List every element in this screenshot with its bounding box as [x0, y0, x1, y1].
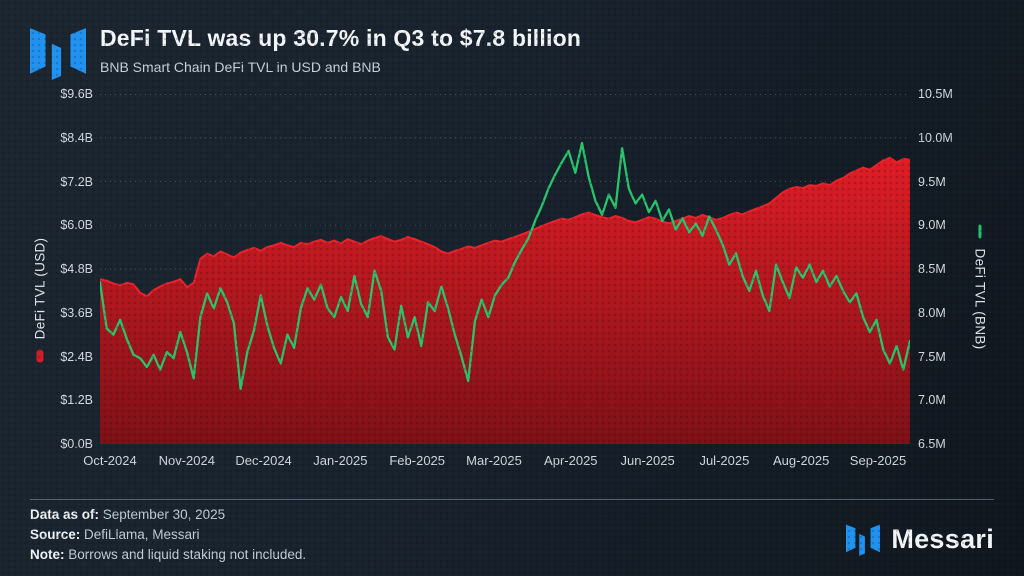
usd-area-series	[100, 157, 910, 444]
footer-divider	[30, 499, 994, 500]
messari-logo-icon	[30, 28, 86, 80]
usd-area-top-edge	[100, 156, 910, 298]
left-axis-title: DeFi TVL (USD)	[33, 238, 48, 363]
tvl-chart-plot	[100, 94, 910, 444]
y-axis-tick-label: $0.0B	[60, 437, 93, 451]
page-title: DeFi TVL was up 30.7% in Q3 to $7.8 bill…	[100, 25, 582, 51]
x-axis-tick-label: Aug-2025	[772, 453, 830, 468]
y-axis-tick-label: 6.5M	[918, 437, 946, 451]
y-axis-tick-label: $4.8B	[60, 262, 93, 276]
right-axis-ticks: 6.5M 7.0M 7.5M 8.0M 8.5M 9.0M 9.5M 10.0M 10.5M	[918, 87, 978, 451]
note-value: Borrows and liquid staking not included.	[64, 547, 307, 562]
y-axis-tick-label: 9.5M	[918, 174, 946, 189]
footer-brand: Messari	[846, 522, 994, 556]
messari-wordmark: Messari	[891, 523, 994, 554]
y-axis-tick-label: 7.5M	[918, 349, 946, 364]
y-axis-tick-label: $2.4B	[60, 349, 93, 364]
y-axis-tick-label: $1.2B	[60, 393, 93, 408]
y-axis-tick-label: $3.6B	[60, 305, 93, 320]
x-axis-tick-label: Sep-2025	[849, 453, 907, 468]
y-axis-tick-label: 7.0M	[918, 393, 946, 408]
note-line: Note: Borrows and liquid staking not inc…	[30, 545, 306, 565]
y-axis-tick-label: 8.5M	[918, 262, 946, 276]
y-axis-tick-label: $9.6B	[60, 87, 93, 101]
page-subtitle: BNB Smart Chain DeFi TVL in USD and BNB	[100, 59, 381, 75]
x-axis-ticks: Oct-2024 Nov-2024 Dec-2024 Jan-2025 Feb-2025…	[83, 453, 910, 471]
y-axis-tick-label: 9.0M	[918, 218, 946, 233]
note-label: Note:	[30, 547, 65, 562]
y-axis-tick-label: 8.0M	[918, 305, 946, 320]
source-value: DefiLlama, Messari	[80, 527, 200, 542]
data-as-of-line: Data as of: September 30, 2025	[30, 505, 306, 525]
footer-notes: Data as of: September 30, 2025 Source: D…	[30, 505, 306, 565]
header: DeFi TVL was up 30.7% in Q3 to $7.8 bill…	[100, 25, 581, 75]
y-axis-tick-label: 10.0M	[918, 130, 953, 145]
x-axis-tick-label: Apr-2025	[544, 453, 598, 468]
x-axis-tick-label: Nov-2024	[158, 453, 215, 468]
messari-footer-logo-icon	[846, 524, 881, 556]
bnb-line-series	[100, 141, 910, 391]
source-label: Source:	[30, 527, 81, 542]
right-axis-title-text: DeFi TVL (BNB)	[972, 248, 988, 350]
usd-series-legend-marker-icon	[36, 349, 44, 363]
source-line: Source: DefiLlama, Messari	[30, 525, 306, 545]
right-axis-title: DeFi TVL (BNB)	[972, 224, 988, 350]
x-axis-tick-label: Oct-2024	[83, 453, 137, 468]
bnb-series-legend-marker-icon	[978, 224, 982, 239]
x-axis-tick-label: Jul-2025	[699, 453, 750, 468]
left-axis-ticks: $0.0B $1.2B $2.4B $3.6B $4.8B $6.0B $7.2B $8.4B…	[0, 87, 93, 451]
x-axis-tick-label: Feb-2025	[389, 453, 446, 468]
y-axis-tick-label: $6.0B	[60, 218, 93, 233]
y-axis-tick-label: 10.5M	[918, 87, 953, 101]
x-axis-tick-label: Jun-2025	[620, 453, 675, 468]
data-as-of-label: Data as of:	[30, 507, 100, 522]
y-axis-tick-label: $7.2B	[60, 174, 93, 189]
x-axis-tick-label: Jan-2025	[313, 453, 368, 468]
data-as-of-value: September 30, 2025	[99, 507, 226, 522]
y-axis-tick-label: $8.4B	[60, 130, 93, 145]
x-axis-tick-label: Dec-2024	[235, 453, 292, 468]
x-axis-tick-label: Mar-2025	[466, 453, 522, 468]
